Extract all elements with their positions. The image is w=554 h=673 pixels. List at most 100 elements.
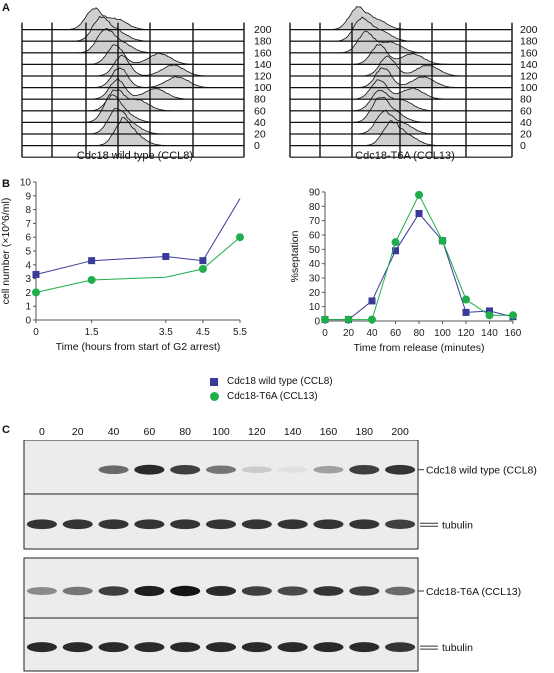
x-tick-label: 0 <box>33 327 39 338</box>
blot-band <box>385 642 416 653</box>
blot-band <box>26 587 57 595</box>
blot-band <box>349 464 380 475</box>
lane-label: 180 <box>355 426 374 438</box>
data-point-circle <box>485 311 494 320</box>
blot-band <box>205 465 237 474</box>
legend-swatch-circle <box>210 392 219 401</box>
blot-label: tubulin <box>442 642 473 654</box>
lane-label: 40 <box>107 426 120 438</box>
x-tick-label: 1.5 <box>85 327 99 338</box>
legend-item-wt: Cdc18 wild type (CCL8) <box>210 374 410 389</box>
fc-time-label: 80 <box>254 94 266 106</box>
x-tick-label: 0 <box>322 328 328 339</box>
data-point-square <box>415 210 423 217</box>
fc-histogram <box>290 6 512 30</box>
blot-band <box>134 519 165 530</box>
y-tick-label: 30 <box>309 274 321 285</box>
x-axis-label: Time from release (minutes) <box>354 342 485 354</box>
data-point-circle <box>391 238 400 247</box>
x-tick-label: 40 <box>366 328 378 339</box>
data-point-circle <box>344 315 353 324</box>
blot-band <box>277 586 308 596</box>
x-tick-label: 100 <box>434 328 451 339</box>
lane-label: 200 <box>391 426 409 438</box>
fc-time-label: 0 <box>254 140 260 152</box>
x-tick-label: 5.5 <box>233 327 247 338</box>
blot-0: Cdc18 wild type (CCL8) <box>23 440 537 495</box>
blot-1: tubulin <box>23 493 473 550</box>
x-tick-label: 120 <box>458 328 475 339</box>
y-axis-label: cell number (×10^6/ml) <box>0 198 12 305</box>
legend-swatch-square <box>210 377 218 386</box>
lane-label: 160 <box>319 426 338 438</box>
blot-band <box>385 464 416 475</box>
data-point-circle <box>32 288 40 297</box>
fc-time-label: 140 <box>520 59 538 71</box>
fc-time-label: 160 <box>520 47 538 59</box>
lane-label: 60 <box>143 426 156 438</box>
data-point-circle <box>415 190 423 199</box>
x-tick-label: 80 <box>413 328 425 339</box>
fc-histogram <box>22 89 244 112</box>
lane-labels: 0 20 40 60 80 100 120 140 160 180 200 <box>22 424 422 440</box>
lane-label: 80 <box>179 426 192 438</box>
blot-band <box>134 642 165 653</box>
blot-band <box>277 466 308 473</box>
y-tick-label: 80 <box>309 202 321 213</box>
fc-time-label: 40 <box>520 117 532 129</box>
y-tick-label: 0 <box>25 316 31 327</box>
data-point-square <box>32 270 40 278</box>
fc-caption-left: Cdc18 wild type (CCL8) <box>76 150 194 162</box>
x-tick-label: 160 <box>505 328 522 339</box>
data-point-square <box>462 308 470 316</box>
fc-time-label: 120 <box>254 71 272 83</box>
y-tick-label: 6 <box>25 233 31 244</box>
lane-label: 100 <box>212 426 230 438</box>
blot-band <box>62 586 93 596</box>
western-blot-panel: Cdc18 wild type (CCL8) tubulin Cdc18-T6A (… <box>23 440 537 672</box>
fc-time-label: 0 <box>520 140 526 152</box>
blot-band <box>385 519 416 530</box>
fc-time-label: 100 <box>254 82 272 94</box>
blot-band <box>98 586 129 596</box>
y-tick-label: 7 <box>25 219 31 230</box>
blot-band <box>62 642 93 653</box>
blot-2: Cdc18-T6A (CCL13) <box>23 557 521 619</box>
blot-band <box>98 642 129 653</box>
panel-letter-c: C <box>2 424 10 436</box>
fc-time-label: 60 <box>520 105 532 117</box>
data-point-circle <box>321 315 329 324</box>
data-point-circle <box>438 236 447 245</box>
fc-histogram <box>290 79 512 100</box>
panel-letter-a: A <box>2 2 10 14</box>
fc-time-label: 20 <box>254 129 266 141</box>
blot-label: Cdc18-T6A (CCL13) <box>426 586 521 598</box>
blot-band <box>277 519 308 530</box>
blot-band <box>205 586 237 596</box>
cell-number-chart: 0 1 2 3 4 5 6 7 8 9 10 0 1.5 3.5 4.5 5.5 Time (hours fro… <box>0 178 247 353</box>
blot-band <box>313 465 344 474</box>
y-tick-label: 10 <box>309 302 321 313</box>
septation-chart: 0 10 20 30 40 50 60 70 80 90 0 20 40 60 80 100 120 140 160… <box>289 188 522 355</box>
fc-time-label: 60 <box>254 105 266 117</box>
fc-time-label: 180 <box>520 36 538 48</box>
data-point-square <box>162 253 170 261</box>
fc-histogram <box>290 30 512 54</box>
fc-time-label: 40 <box>254 117 266 129</box>
x-tick-label: 140 <box>481 328 498 339</box>
blot-band <box>134 585 165 597</box>
data-point-circle <box>462 295 470 304</box>
x-tick-label: 3.5 <box>159 327 173 338</box>
blot-label: Cdc18 wild type (CCL8) <box>426 465 537 477</box>
fc-time-label: 200 <box>254 24 272 36</box>
x-tick-label: 20 <box>343 328 355 339</box>
y-tick-label: 9 <box>25 191 31 202</box>
data-point-circle <box>368 315 376 324</box>
blot-band <box>349 642 380 653</box>
data-point-square <box>368 297 376 305</box>
y-tick-label: 2 <box>25 288 31 299</box>
x-axis-label: Time (hours from start of G2 arrest) <box>56 341 221 353</box>
fc-caption-right: Cdc18-T6A (CCL13) <box>355 150 455 162</box>
blot-band <box>313 586 344 596</box>
y-tick-label: 0 <box>314 317 320 328</box>
